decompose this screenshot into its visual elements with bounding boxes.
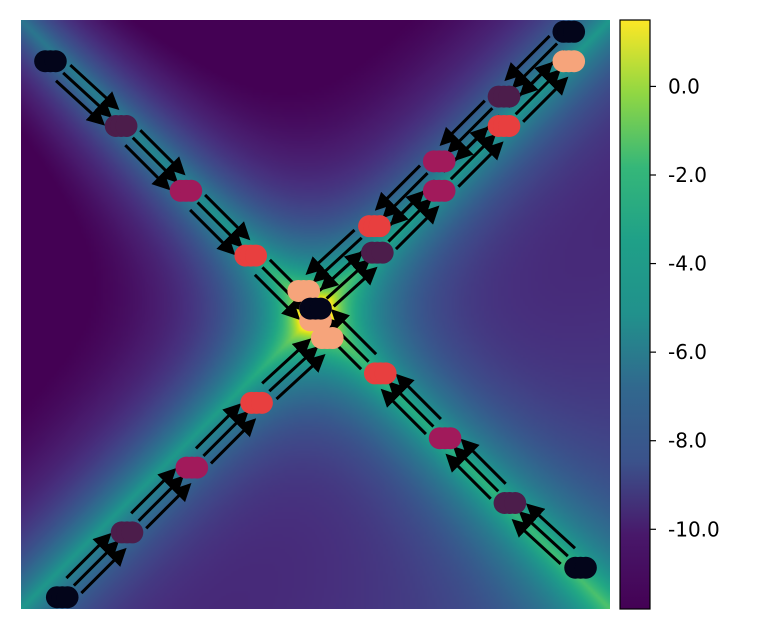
trajectory-2-arrow-3-2 [261, 338, 312, 385]
trajectory-1-arrow-0-0 [504, 34, 551, 82]
trajectory-2-arrow-1-0 [145, 483, 192, 530]
colorbar-ticks: 0.0 -2.0 -4.0 -6.0 -8.0 -10.0 [650, 74, 720, 541]
trajectory-1-point-1 [498, 85, 521, 108]
trajectory-1-arrow-3-1 [312, 236, 363, 283]
trajectory-4-point-1 [371, 241, 394, 264]
trajectory-3-arrow-2-2 [380, 388, 427, 436]
colorbar: 0.0 -2.0 -4.0 -6.0 -8.0 -10.0 [619, 19, 720, 610]
trajectory-2-arrow-3-1 [268, 346, 319, 393]
trajectory-3-arrow-2-1 [388, 381, 435, 428]
trajectory-4-point-2 [433, 179, 456, 202]
trajectory-1-arrow-3-0 [305, 228, 356, 275]
trajectory-3-point-2 [439, 427, 462, 450]
trajectory-3-point-3 [374, 362, 397, 385]
trajectory-0-arrow-2-0 [189, 208, 236, 256]
trajectory-0-arrow-1-2 [139, 129, 186, 176]
trajectory-0-point-1 [115, 115, 138, 138]
trajectory-1-arrow-2-0 [374, 164, 422, 211]
trajectory-0-arrow-0-2 [69, 63, 120, 111]
trajectory-2-point-1 [121, 521, 144, 544]
trajectory-4-point-0 [309, 297, 332, 320]
trajectory-3-point-0 [574, 556, 597, 579]
trajectory-3-arrow-0-2 [511, 518, 562, 566]
trajectory-2-arrow-0-0 [80, 547, 127, 595]
trajectory-4-arrow-3-0 [522, 76, 569, 123]
trajectory-0-arrow-0-1 [62, 71, 113, 118]
trajectory-2-arrow-0-1 [72, 540, 120, 587]
trajectory-4-point-3 [498, 115, 521, 138]
plot-area [21, 20, 610, 609]
trajectory-2-point-2 [186, 456, 209, 479]
trajectory-2-arrow-3-0 [275, 354, 326, 401]
trajectory-3-point-1 [504, 491, 527, 514]
colorbar-tick-label: -4.0 [668, 252, 707, 276]
points-layer [34, 20, 597, 609]
trajectory-4-point-4 [563, 50, 586, 73]
trajectory-1-point-0 [563, 20, 586, 43]
colorbar-tick-label: -8.0 [668, 429, 707, 453]
colorbar-tick-label: -10.0 [668, 517, 720, 541]
colorbar-tick-label: -2.0 [668, 163, 707, 187]
trajectory-1-arrow-1-0 [439, 99, 486, 146]
trajectory-2-arrow-0-2 [65, 532, 112, 580]
trajectory-0-arrow-0-0 [54, 79, 106, 126]
trajectory-0-arrow-1-0 [124, 144, 171, 191]
trajectory-2-arrow-1-2 [130, 468, 177, 515]
trajectory-0-point-0 [44, 50, 67, 73]
trajectory-4-arrow-3-1 [514, 69, 561, 116]
trajectory-2-arrow-2-1 [202, 410, 249, 458]
trajectory-3-arrow-2-0 [395, 373, 442, 421]
trajectory-3-arrow-1-0 [460, 438, 507, 485]
trajectory-0-arrow-2-1 [196, 201, 243, 248]
trajectory-3-arrow-0-0 [525, 503, 577, 550]
trajectory-3-arrow-0-1 [518, 511, 569, 558]
trajectory-4-arrow-0-2 [318, 251, 364, 292]
trajectory-0-arrow-2-2 [204, 193, 251, 241]
trajectory-3-arrow-3-0 [330, 309, 378, 356]
trajectory-0-arrow-3-0 [253, 273, 301, 320]
trajectory-1-point-2 [433, 150, 456, 173]
trajectory-0-point-2 [180, 179, 203, 202]
trajectory-4-arrow-0-1 [325, 258, 371, 300]
trajectory-1-point-3 [368, 215, 391, 238]
trajectory-0-arrow-1-1 [131, 136, 179, 183]
trajectory-2-arrow-2-0 [209, 418, 257, 465]
trajectory-2-point-3 [250, 391, 273, 414]
colorbar-tick-label: 0.0 [668, 74, 700, 98]
trajectory-4-arrow-2-0 [457, 141, 504, 188]
trajectory-1-point-4 [298, 279, 321, 302]
trajectory-4-arrow-1-0 [394, 205, 440, 251]
trajectory-2-arrow-1-1 [137, 475, 184, 522]
trajectory-3-arrow-1-2 [445, 453, 492, 500]
trajectory-0-point-3 [245, 244, 268, 267]
colorbar-gradient [619, 19, 651, 610]
trajectory-4-arrow-0-0 [332, 266, 378, 308]
trajectory-3-arrow-1-1 [452, 446, 500, 493]
trajectory-4-arrow-1-1 [387, 198, 432, 243]
trajectory-2-point-0 [56, 586, 79, 609]
colorbar-tick-label: -6.0 [668, 340, 707, 364]
trajectory-2-point-4 [321, 327, 344, 350]
trajectory-4-arrow-2-1 [449, 133, 497, 181]
trajectory-2-arrow-2-2 [194, 403, 242, 450]
